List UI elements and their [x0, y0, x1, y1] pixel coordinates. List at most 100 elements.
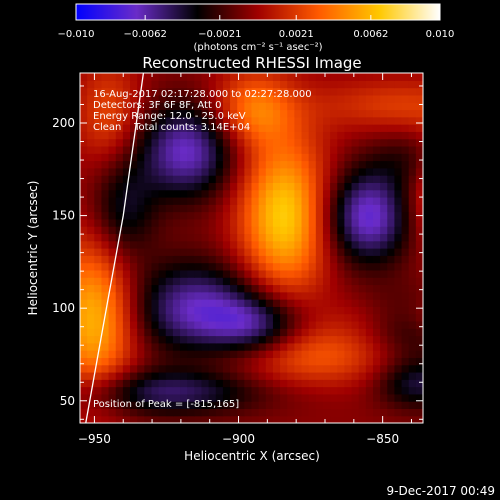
heatmap-cell — [251, 255, 260, 264]
heatmap-cell — [322, 386, 331, 395]
heatmap-cell — [80, 80, 88, 89]
heatmap-cell — [222, 269, 231, 278]
heatmap-cell — [351, 291, 360, 300]
heatmap-cell — [208, 371, 217, 380]
heatmap-cell — [108, 277, 117, 286]
heatmap-cell — [158, 102, 167, 111]
heatmap-cell — [222, 255, 231, 264]
heatmap-cell — [294, 73, 303, 81]
heatmap-cell — [387, 284, 396, 293]
heatmap-cell — [330, 160, 338, 169]
heatmap-cell — [222, 248, 231, 256]
heatmap-cell — [322, 182, 331, 191]
heatmap-cell — [365, 320, 374, 329]
heatmap-cell — [272, 415, 281, 423]
heatmap-cell — [122, 160, 131, 169]
heatmap-cell — [280, 342, 288, 351]
heatmap-cell — [308, 131, 317, 140]
heatmap-cell — [130, 408, 138, 417]
heatmap-cell — [401, 313, 410, 322]
heatmap-cell — [208, 313, 217, 322]
heatmap-cell — [122, 175, 131, 183]
heatmap-cell — [322, 379, 331, 388]
heatmap-cell — [230, 182, 238, 191]
heatmap-cell — [301, 160, 310, 169]
heatmap-cell — [322, 291, 331, 300]
heatmap-cell — [108, 109, 117, 118]
heatmap-cell — [237, 138, 245, 147]
heatmap-cell — [208, 248, 217, 256]
heatmap-cell — [330, 94, 338, 103]
heatmap-cell — [308, 175, 317, 183]
heatmap-cell — [308, 73, 317, 81]
heatmap-cell — [108, 299, 117, 307]
heatmap-cell — [144, 145, 153, 154]
heatmap-cell — [201, 328, 210, 337]
heatmap-cell — [122, 350, 131, 358]
heatmap-cell — [301, 320, 310, 329]
heatmap-cell — [272, 196, 281, 205]
heatmap-cell — [80, 240, 88, 249]
heatmap-cell — [294, 233, 303, 242]
heatmap-cell — [251, 87, 260, 96]
heatmap-cell — [130, 248, 138, 256]
heatmap-cell — [272, 218, 281, 227]
heatmap-cell — [315, 182, 324, 191]
heatmap-cell — [258, 73, 267, 81]
heatmap-cell — [394, 284, 403, 293]
heatmap-cell — [122, 328, 131, 337]
heatmap-cell — [251, 218, 260, 227]
heatmap-cell — [187, 313, 195, 322]
heatmap-cell — [144, 401, 153, 410]
heatmap-cell — [115, 102, 124, 111]
heatmap-cell — [94, 160, 103, 169]
heatmap-cell — [301, 306, 310, 315]
heatmap-cell — [137, 408, 145, 417]
heatmap-cell — [137, 357, 145, 366]
heatmap-cell — [308, 350, 317, 358]
heatmap-cell — [151, 371, 160, 380]
heatmap-cell — [315, 226, 324, 235]
heatmap-cell — [80, 401, 88, 410]
heatmap-cell — [308, 335, 317, 344]
heatmap-cell — [358, 102, 367, 111]
heatmap-cell — [137, 386, 145, 395]
heatmap-cell — [387, 269, 396, 278]
heatmap-cell — [415, 364, 423, 373]
heatmap-cell — [87, 87, 95, 96]
heatmap-cell — [244, 240, 253, 249]
heatmap-cell — [230, 109, 238, 118]
heatmap-cell — [351, 167, 360, 176]
heatmap-cell — [308, 145, 317, 154]
heatmap-cell — [244, 204, 253, 213]
heatmap-cell — [322, 189, 331, 198]
heatmap-cell — [144, 116, 153, 125]
heatmap-cell — [215, 131, 224, 140]
heatmap-cell — [265, 160, 274, 169]
heatmap-cell — [222, 218, 231, 227]
heatmap-cell — [251, 138, 260, 147]
heatmap-cell — [222, 116, 231, 125]
heatmap-cell — [80, 262, 88, 271]
heatmap-cell — [337, 182, 345, 191]
heatmap-cell — [272, 167, 281, 176]
heatmap-cell — [201, 255, 210, 264]
heatmap-cell — [151, 248, 160, 256]
heatmap-cell — [158, 248, 167, 256]
heatmap-cell — [380, 94, 388, 103]
heatmap-cell — [215, 87, 224, 96]
heatmap-cell — [272, 94, 281, 103]
heatmap-cell — [365, 313, 374, 322]
heatmap-cell — [408, 175, 417, 183]
heatmap-cell — [101, 299, 110, 307]
heatmap-cell — [308, 211, 317, 220]
heatmap-cell — [165, 233, 174, 242]
heatmap-cell — [165, 415, 174, 423]
heatmap-cell — [108, 94, 117, 103]
heatmap-cell — [115, 291, 124, 300]
heatmap-cell — [137, 153, 145, 162]
heatmap-cell — [137, 211, 145, 220]
heatmap-cell — [144, 393, 153, 402]
heatmap-cell — [408, 393, 417, 402]
